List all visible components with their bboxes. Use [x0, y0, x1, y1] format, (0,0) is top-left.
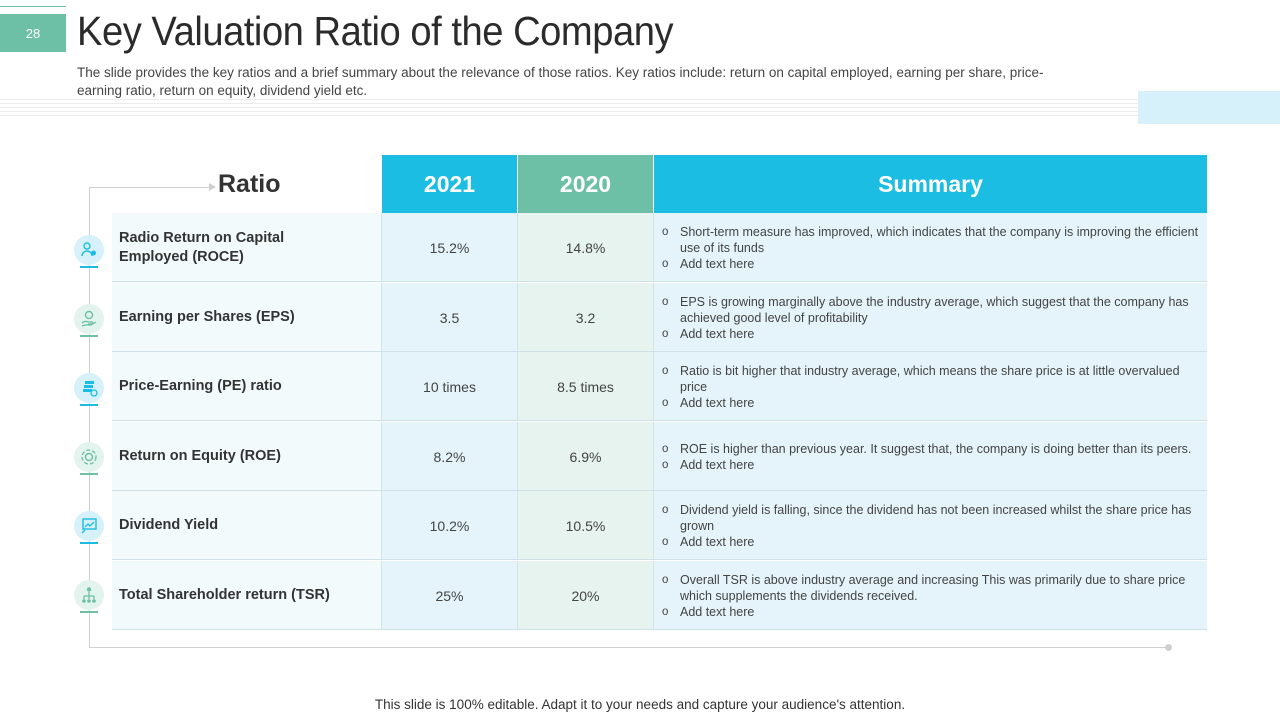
summary-point: Add text here [662, 534, 1201, 550]
row-divider [112, 490, 1207, 491]
value-2021: 8.2% [382, 422, 518, 491]
icon-underline [80, 542, 98, 544]
summary-point: EPS is growing marginally above the indu… [662, 294, 1201, 326]
value-2021: 25% [382, 561, 518, 630]
value-2020: 6.9% [518, 422, 654, 491]
connector-vertical-line [89, 187, 90, 647]
summary-point: Add text here [662, 256, 1201, 272]
value-2021: 15.2% [382, 213, 518, 282]
connector-arrow-icon [209, 183, 216, 191]
value-2020: 8.5 times [518, 352, 654, 421]
summary-point: Add text here [662, 326, 1201, 342]
summary-cell: EPS is growing marginally above the indu… [654, 283, 1207, 352]
row-divider [112, 629, 1207, 630]
money-cycle-icon [74, 442, 104, 472]
icon-underline [80, 473, 98, 475]
summary-point: ROE is higher than previous year. It sug… [662, 441, 1191, 457]
icon-underline [80, 266, 98, 268]
table-row: Price-Earning (PE) ratio 10 times 8.5 ti… [112, 352, 1207, 421]
header-ratio: Ratio [218, 169, 281, 198]
page-title: Key Valuation Ratio of the Company [77, 8, 674, 54]
ratio-name: Price-Earning (PE) ratio [112, 352, 382, 421]
connector-top-line [89, 187, 211, 188]
summary-cell: ROE is higher than previous year. It sug… [654, 422, 1207, 491]
header-2020: 2020 [518, 155, 653, 213]
value-2020: 3.2 [518, 283, 654, 352]
summary-point: Dividend yield is falling, since the div… [662, 502, 1201, 534]
hand-coin-icon [74, 304, 104, 334]
coin-stack-icon [74, 373, 104, 403]
ratio-name: Return on Equity (ROE) [112, 422, 382, 491]
ratio-name: Radio Return on Capital Employed (ROCE) [112, 213, 382, 282]
ratio-name: Earning per Shares (EPS) [112, 283, 382, 352]
table-row: Dividend Yield 10.2% 10.5% Dividend yiel… [112, 491, 1207, 560]
value-2020: 20% [518, 561, 654, 630]
summary-cell: Overall TSR is above industry average an… [654, 561, 1207, 630]
row-divider [112, 559, 1207, 560]
row-divider [112, 281, 1207, 282]
connector-end-dot [1165, 644, 1172, 651]
page-subtitle: The slide provides the key ratios and a … [77, 65, 1044, 98]
page-number-rule [0, 6, 66, 7]
table-row: Earning per Shares (EPS) 3.5 3.2 EPS is … [112, 283, 1207, 352]
summary-point: Add text here [662, 604, 1201, 620]
ratio-name: Total Shareholder return (TSR) [112, 561, 382, 630]
table-row: Radio Return on Capital Employed (ROCE) … [112, 213, 1207, 282]
decorative-block [1138, 91, 1280, 124]
icon-underline [80, 404, 98, 406]
decorative-lines [0, 99, 1138, 119]
table-row: Return on Equity (ROE) 8.2% 6.9% ROE is … [112, 422, 1207, 491]
header-2021: 2021 [382, 155, 517, 213]
header-summary: Summary [654, 155, 1207, 213]
summary-point: Overall TSR is above industry average an… [662, 572, 1201, 604]
row-divider [112, 351, 1207, 352]
value-2020: 14.8% [518, 213, 654, 282]
summary-point: Add text here [662, 395, 1201, 411]
person-money-icon [74, 235, 104, 265]
value-2021: 3.5 [382, 283, 518, 352]
summary-point: Add text here [662, 457, 1191, 473]
presentation-chart-icon [74, 511, 104, 541]
row-divider [112, 420, 1207, 421]
summary-cell: Ratio is bit higher that industry averag… [654, 352, 1207, 421]
ratio-name: Dividend Yield [112, 491, 382, 560]
icon-underline [80, 611, 98, 613]
connector-bottom-line [89, 647, 1169, 648]
page-number-badge: 28 [0, 14, 66, 52]
value-2021: 10.2% [382, 491, 518, 560]
summary-cell: Dividend yield is falling, since the div… [654, 491, 1207, 560]
org-chart-icon [74, 580, 104, 610]
footer-note: This slide is 100% editable. Adapt it to… [374, 697, 906, 712]
value-2021: 10 times [382, 352, 518, 421]
summary-cell: Short-term measure has improved, which i… [654, 213, 1207, 282]
summary-point: Short-term measure has improved, which i… [662, 224, 1201, 256]
value-2020: 10.5% [518, 491, 654, 560]
summary-point: Ratio is bit higher that industry averag… [662, 363, 1201, 395]
table-row: Total Shareholder return (TSR) 25% 20% O… [112, 561, 1207, 630]
icon-underline [80, 335, 98, 337]
